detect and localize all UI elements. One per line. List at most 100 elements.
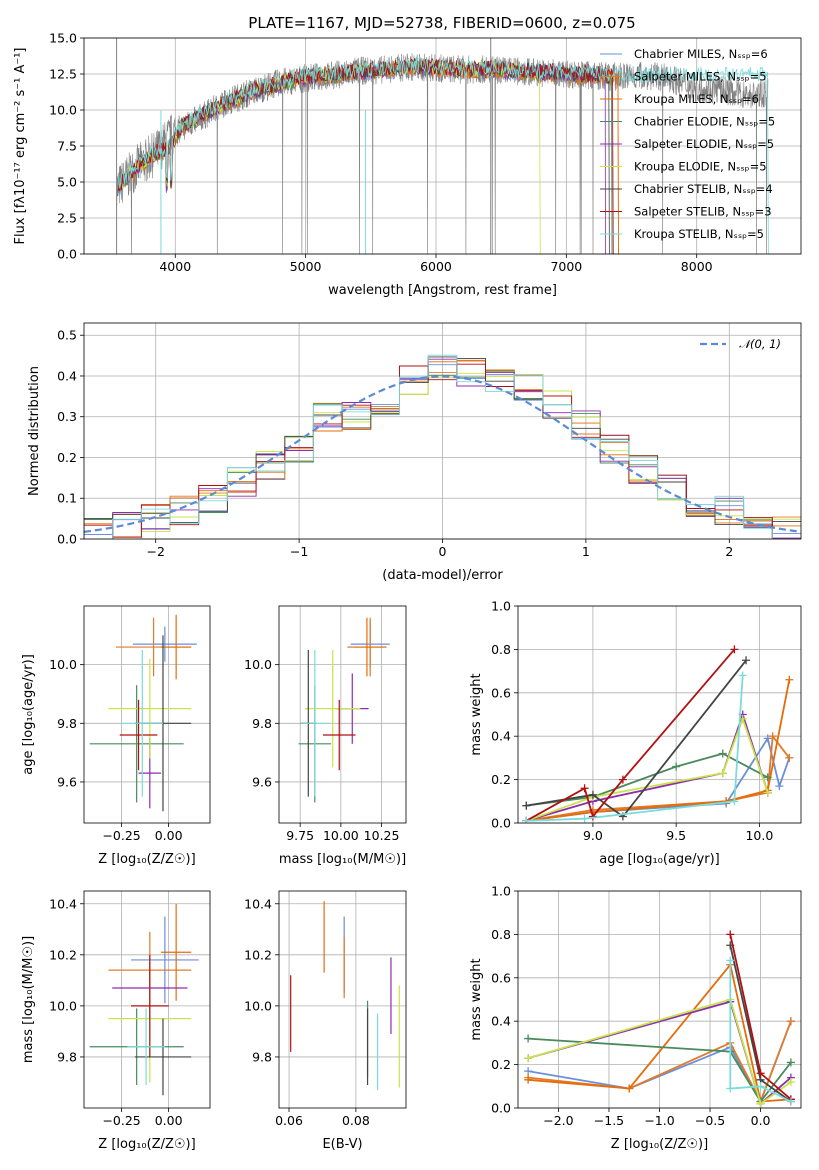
massweight-age-ytick-label: 0.2 [491, 772, 511, 787]
mass-extinction-ytick-label: 9.8 [252, 1049, 272, 1064]
age-metallicity-ytick-label: 9.8 [57, 716, 77, 731]
model-spectrum-line [117, 58, 541, 254]
mass-extinction-frame [278, 890, 407, 1109]
spectrum-ytick-label: 2.5 [57, 211, 77, 226]
histogram-xtick-label: −2 [146, 544, 164, 559]
mass-extinction-ytick-label: 10.2 [244, 947, 272, 962]
spectrum-frame [83, 37, 802, 255]
massweight-metallicity-point-marker [756, 1082, 765, 1091]
age-metallicity-ytick-label: 10.0 [49, 657, 77, 672]
massweight-metallicity-point-marker [786, 1077, 795, 1086]
histogram-ylabel: Normed distribution [27, 366, 42, 496]
histogram-step-line [84, 358, 801, 539]
massweight-age-point-marker [763, 788, 772, 797]
spectrum-ytick-label: 10.0 [49, 103, 77, 118]
massweight-age-plot-area [522, 645, 794, 823]
histogram-xlabel: (data-model)/error [382, 568, 503, 583]
massweight-metallicity-point-marker [726, 956, 735, 965]
histogram-legend-label: 𝒩(0, 1) [739, 337, 781, 351]
massweight-age-point-marker [763, 734, 772, 743]
massweight-metallicity-ytick-label: 0.6 [491, 970, 511, 985]
spectrum-legend-label: Chabrier STELIB, Nₛₛₚ=4 [634, 182, 773, 196]
spectrum-ytick-label: 0.0 [57, 247, 77, 262]
massweight-metallicity-xlabel: Z [log₁₀(Z/Z☉)] [611, 1137, 708, 1152]
mass-metallicity-ylabel: mass [log₁₀(M/M☉)] [21, 936, 36, 1063]
mass-extinction-xlabel: E(B-V) [322, 1137, 362, 1152]
mass-metallicity-ytick-label: 10.0 [49, 998, 77, 1013]
massweight-metallicity-plot-area [524, 930, 795, 1108]
massweight-age-point-marker [618, 775, 627, 784]
histogram-frame [83, 322, 802, 540]
massweight-age-series-line [526, 659, 747, 818]
massweight-metallicity-ytick-label: 0.8 [491, 927, 511, 942]
histogram-xtick-label: −1 [290, 544, 308, 559]
massweight-metallicity-point-marker [756, 1099, 765, 1108]
massweight-metallicity-series-line [729, 960, 792, 1103]
massweight-age-point-marker [522, 816, 531, 823]
massweight-age-series-line [526, 675, 744, 822]
mass-metallicity-ytick-label: 10.2 [49, 947, 77, 962]
massweight-metallicity-point-marker [786, 1097, 795, 1106]
age-metallicity-xlabel: Z [log₁₀(Z/Z☉)] [98, 852, 195, 867]
spectrum-plot-area [116, 38, 769, 254]
model-spectrum-line [117, 60, 619, 254]
massweight-metallicity-frame [517, 890, 802, 1109]
massweight-age-ytick-label: 0.8 [491, 642, 511, 657]
mass-metallicity-plot-area [89, 903, 199, 1096]
mass-extinction-plot-area [290, 901, 400, 1091]
gaussian-reference-curve [84, 375, 801, 533]
massweight-metallicity-point-marker [524, 1034, 533, 1043]
histogram-ytick-label: 0.5 [57, 328, 77, 343]
massweight-metallicity-xtick-label: 0.0 [751, 1113, 771, 1128]
massweight-age-point-marker [775, 782, 784, 791]
spectrum-legend-label: Salpeter MILES, Nₛₛₚ=5 [634, 70, 767, 84]
massweight-age-point-marker [768, 732, 777, 741]
spectrum-xtick-label: 5000 [290, 259, 322, 274]
massweight-age-xtick-label: 10.0 [745, 828, 773, 843]
mass-extinction-xtick-label: 0.08 [342, 1113, 370, 1128]
age-metallicity-ylabel: age [log₁₀(age/yr)] [21, 654, 36, 775]
massweight-age-frame [517, 605, 802, 824]
histogram-xtick-label: 0 [439, 544, 447, 559]
age-mass-frame [278, 605, 407, 824]
mass-extinction-ytick-label: 10.4 [244, 896, 272, 911]
massweight-age-point-marker [763, 773, 772, 782]
histogram-xtick-label: 2 [725, 544, 733, 559]
massweight-metallicity-point-marker [786, 1017, 795, 1026]
massweight-age-point-marker [580, 784, 589, 793]
massweight-metallicity-point-marker [726, 930, 735, 939]
mass-extinction-ytick-label: 10.0 [244, 998, 272, 1013]
spectrum-xtick-label: 6000 [420, 259, 452, 274]
spectrum-ytick-label: 15.0 [49, 31, 77, 46]
mass-metallicity-xtick-label: −0.25 [102, 1113, 140, 1128]
massweight-metallicity-point-marker [726, 1084, 735, 1093]
mass-metallicity-xtick-label: 0.00 [155, 1113, 183, 1128]
histogram-ytick-label: 0.1 [57, 491, 77, 506]
age-mass-ytick-label: 10.0 [244, 657, 272, 672]
massweight-age-point-marker [730, 645, 739, 654]
age-mass-xlabel: mass [log₁₀(M/M☉)] [279, 852, 406, 867]
spectrum-legend-label: Salpeter ELODIE, Nₛₛₚ=5 [634, 137, 774, 151]
mass-metallicity-ytick-label: 10.4 [49, 896, 77, 911]
massweight-metallicity-ytick-label: 1.0 [491, 884, 511, 899]
age-metallicity-plot-area [89, 614, 197, 812]
massweight-age-point-marker [730, 797, 739, 806]
massweight-metallicity-ytick-label: 0.2 [491, 1057, 511, 1072]
massweight-metallicity-point-marker [524, 1075, 533, 1084]
age-mass-ytick-label: 9.8 [252, 716, 272, 731]
massweight-age-ytick-label: 0.4 [491, 729, 511, 744]
massweight-age-point-marker [738, 671, 747, 680]
age-mass-ytick-label: 9.6 [252, 774, 272, 789]
spectrum-legend-label: Kroupa MILES, Nₛₛₚ=6 [634, 92, 759, 106]
spectrum-legend-label: Kroupa STELIB, Nₛₛₚ=5 [634, 227, 764, 241]
mass-metallicity-ytick-label: 9.8 [57, 1049, 77, 1064]
massweight-metallicity-series-line [527, 998, 792, 1106]
massweight-metallicity-point-marker [625, 1084, 634, 1093]
massweight-age-ytick-label: 1.0 [491, 599, 511, 614]
massweight-age-point-marker [785, 675, 794, 684]
model-spectrum-line [117, 61, 613, 254]
massweight-age-point-marker [672, 762, 681, 771]
massweight-metallicity-xtick-label: −0.5 [695, 1113, 725, 1128]
massweight-age-ytick-label: 0.0 [491, 816, 511, 831]
model-spectrum-line [117, 56, 769, 254]
